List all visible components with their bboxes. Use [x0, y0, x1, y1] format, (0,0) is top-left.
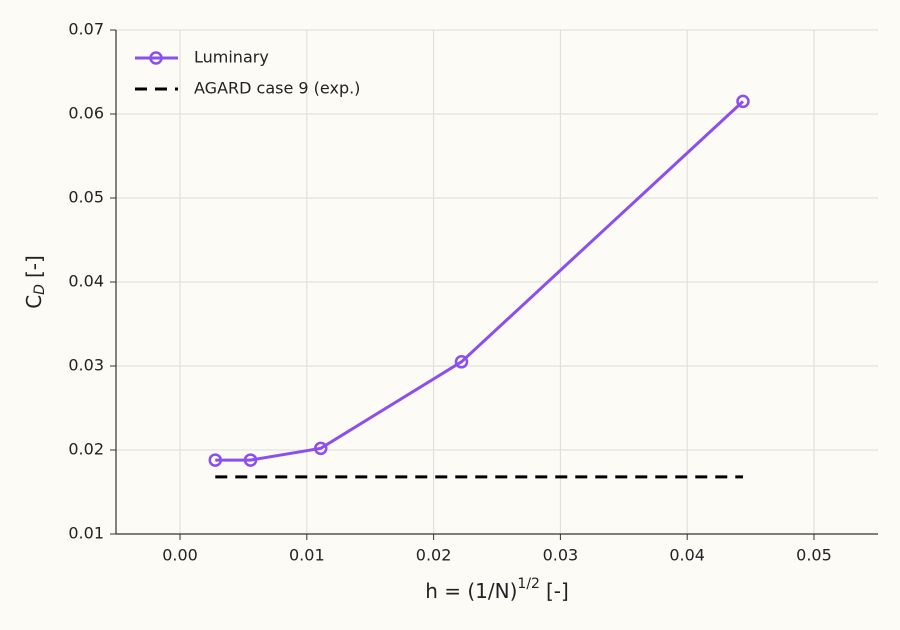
y-tick-label: 0.04: [68, 272, 104, 291]
x-tick-label: 0.00: [162, 546, 198, 565]
point: [208, 453, 223, 467]
point: [736, 94, 750, 109]
x-tick-label: 0.05: [796, 546, 832, 565]
y-tick-label: 0.02: [68, 440, 104, 459]
y-label-suffix: [-]: [22, 255, 46, 278]
y-tick-label: 0.01: [68, 524, 104, 543]
x-label-sup: 1/2: [517, 576, 540, 592]
x-tick-label: 0.03: [543, 546, 579, 565]
series-line: [215, 100, 744, 462]
y-axis-label: CD [-]: [22, 255, 49, 309]
y-label-text: C: [22, 295, 46, 309]
legend-marker: [149, 51, 163, 65]
point: [314, 441, 328, 456]
x-label-suffix: [-]: [546, 579, 569, 603]
legend-label: AGARD case 9 (exp.): [194, 79, 360, 98]
x-axis-label: h = (1/N)1/2 [-]: [425, 576, 569, 603]
y-tick-label: 0.06: [68, 104, 104, 123]
y-tick-label: 0.07: [68, 20, 104, 39]
point: [243, 453, 258, 467]
legend-label: Luminary: [194, 48, 269, 67]
x-tick-label: 0.01: [289, 546, 325, 565]
x-tick-label: 0.04: [669, 546, 705, 565]
x-label-text: h = (1/N): [425, 579, 517, 603]
y-tick-label: 0.03: [68, 356, 104, 375]
x-tick-label: 0.02: [416, 546, 452, 565]
y-tick-label: 0.05: [68, 188, 104, 207]
point: [454, 355, 469, 369]
y-label-sub: D: [32, 284, 48, 295]
